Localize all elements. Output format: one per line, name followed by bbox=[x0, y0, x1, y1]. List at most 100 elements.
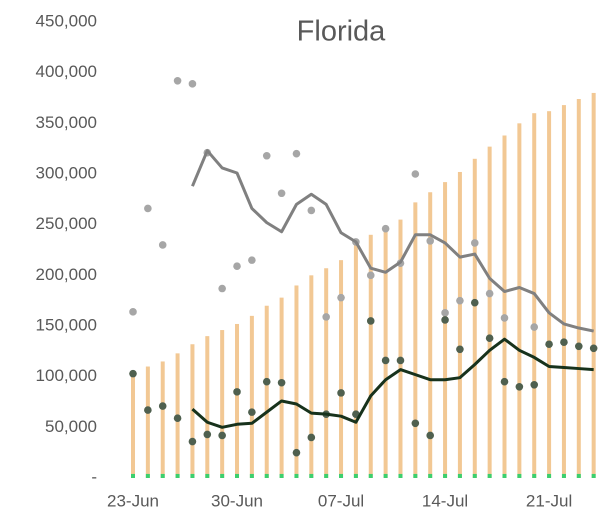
bar bbox=[324, 473, 329, 478]
dot bbox=[381, 224, 390, 233]
x-tick-label: 23-Jun bbox=[107, 491, 159, 510]
bar bbox=[220, 473, 225, 478]
bar bbox=[220, 330, 225, 478]
dot bbox=[366, 271, 375, 280]
bar bbox=[353, 473, 358, 478]
dot bbox=[366, 317, 375, 325]
dot bbox=[158, 241, 167, 249]
dot bbox=[337, 389, 345, 397]
dot bbox=[144, 406, 152, 414]
dot bbox=[470, 239, 479, 247]
bar bbox=[249, 315, 254, 478]
bar bbox=[368, 473, 373, 478]
dot bbox=[500, 314, 509, 322]
dot bbox=[337, 293, 345, 302]
bar bbox=[190, 473, 195, 478]
dot bbox=[545, 340, 553, 349]
y-tick-label: 250,000 bbox=[36, 214, 97, 233]
bar bbox=[339, 473, 344, 478]
bar bbox=[279, 297, 284, 478]
line bbox=[191, 149, 594, 333]
line bbox=[191, 337, 594, 429]
dot bbox=[589, 344, 598, 353]
bar bbox=[591, 473, 596, 478]
bar bbox=[591, 92, 596, 478]
bar bbox=[472, 473, 477, 478]
dot bbox=[307, 433, 316, 442]
dot bbox=[292, 448, 301, 457]
dot bbox=[248, 408, 256, 416]
bar bbox=[160, 473, 165, 478]
bar bbox=[235, 323, 240, 478]
dot bbox=[218, 284, 226, 293]
bar bbox=[190, 344, 195, 478]
dot bbox=[485, 334, 494, 342]
bar bbox=[145, 473, 150, 478]
bar bbox=[547, 111, 552, 478]
dot bbox=[262, 377, 271, 386]
y-tick-label: 350,000 bbox=[36, 113, 97, 132]
bar bbox=[398, 473, 403, 478]
bar bbox=[413, 202, 418, 478]
y-tick-label: - bbox=[91, 467, 97, 486]
bar bbox=[368, 234, 373, 478]
bar bbox=[517, 473, 522, 478]
dot bbox=[173, 414, 182, 423]
dot bbox=[500, 377, 509, 386]
bar bbox=[413, 473, 418, 478]
dot bbox=[515, 383, 524, 391]
bar bbox=[383, 473, 388, 478]
dot bbox=[322, 313, 330, 321]
bar bbox=[205, 336, 210, 478]
dot bbox=[575, 342, 583, 351]
bar bbox=[487, 146, 492, 478]
dot bbox=[396, 356, 405, 365]
dot bbox=[173, 76, 182, 85]
dot bbox=[203, 430, 212, 439]
y-tick-label: 150,000 bbox=[36, 315, 97, 334]
dot bbox=[426, 431, 435, 440]
bar bbox=[309, 473, 314, 478]
dot bbox=[233, 262, 241, 271]
dot bbox=[307, 206, 316, 215]
bar bbox=[457, 171, 462, 478]
bar bbox=[443, 473, 448, 478]
bar bbox=[205, 473, 210, 478]
dot bbox=[144, 204, 152, 213]
dot bbox=[277, 189, 286, 198]
dot bbox=[218, 431, 226, 440]
dot bbox=[262, 151, 271, 160]
bar bbox=[294, 473, 299, 478]
dot bbox=[248, 256, 256, 264]
dot bbox=[411, 170, 420, 178]
y-tick-label: 200,000 bbox=[36, 265, 97, 284]
bar bbox=[561, 105, 566, 479]
bar bbox=[428, 192, 433, 479]
x-tick-label: 30-Jun bbox=[211, 491, 263, 510]
bar bbox=[383, 226, 388, 478]
dot bbox=[441, 309, 449, 317]
dot bbox=[441, 316, 449, 324]
x-tick-label: 21-Jul bbox=[526, 491, 572, 510]
chart-title: Florida bbox=[297, 16, 387, 48]
x-tick-label: 07-Jul bbox=[318, 491, 364, 510]
bar bbox=[309, 275, 314, 478]
y-tick-label: 50,000 bbox=[45, 417, 97, 436]
bar bbox=[160, 361, 165, 478]
x-tick-label: 14-Jul bbox=[422, 491, 468, 510]
dot bbox=[456, 345, 464, 354]
bar bbox=[487, 473, 492, 478]
dot bbox=[188, 437, 197, 446]
bar bbox=[145, 366, 150, 478]
bar bbox=[264, 473, 269, 478]
dot bbox=[381, 356, 390, 365]
dot bbox=[188, 80, 197, 88]
bar bbox=[502, 473, 507, 478]
y-tick-label: 400,000 bbox=[36, 62, 97, 81]
bar bbox=[279, 473, 284, 478]
bar bbox=[398, 219, 403, 478]
dot bbox=[530, 380, 539, 389]
bar bbox=[517, 123, 522, 478]
dot bbox=[485, 289, 494, 298]
